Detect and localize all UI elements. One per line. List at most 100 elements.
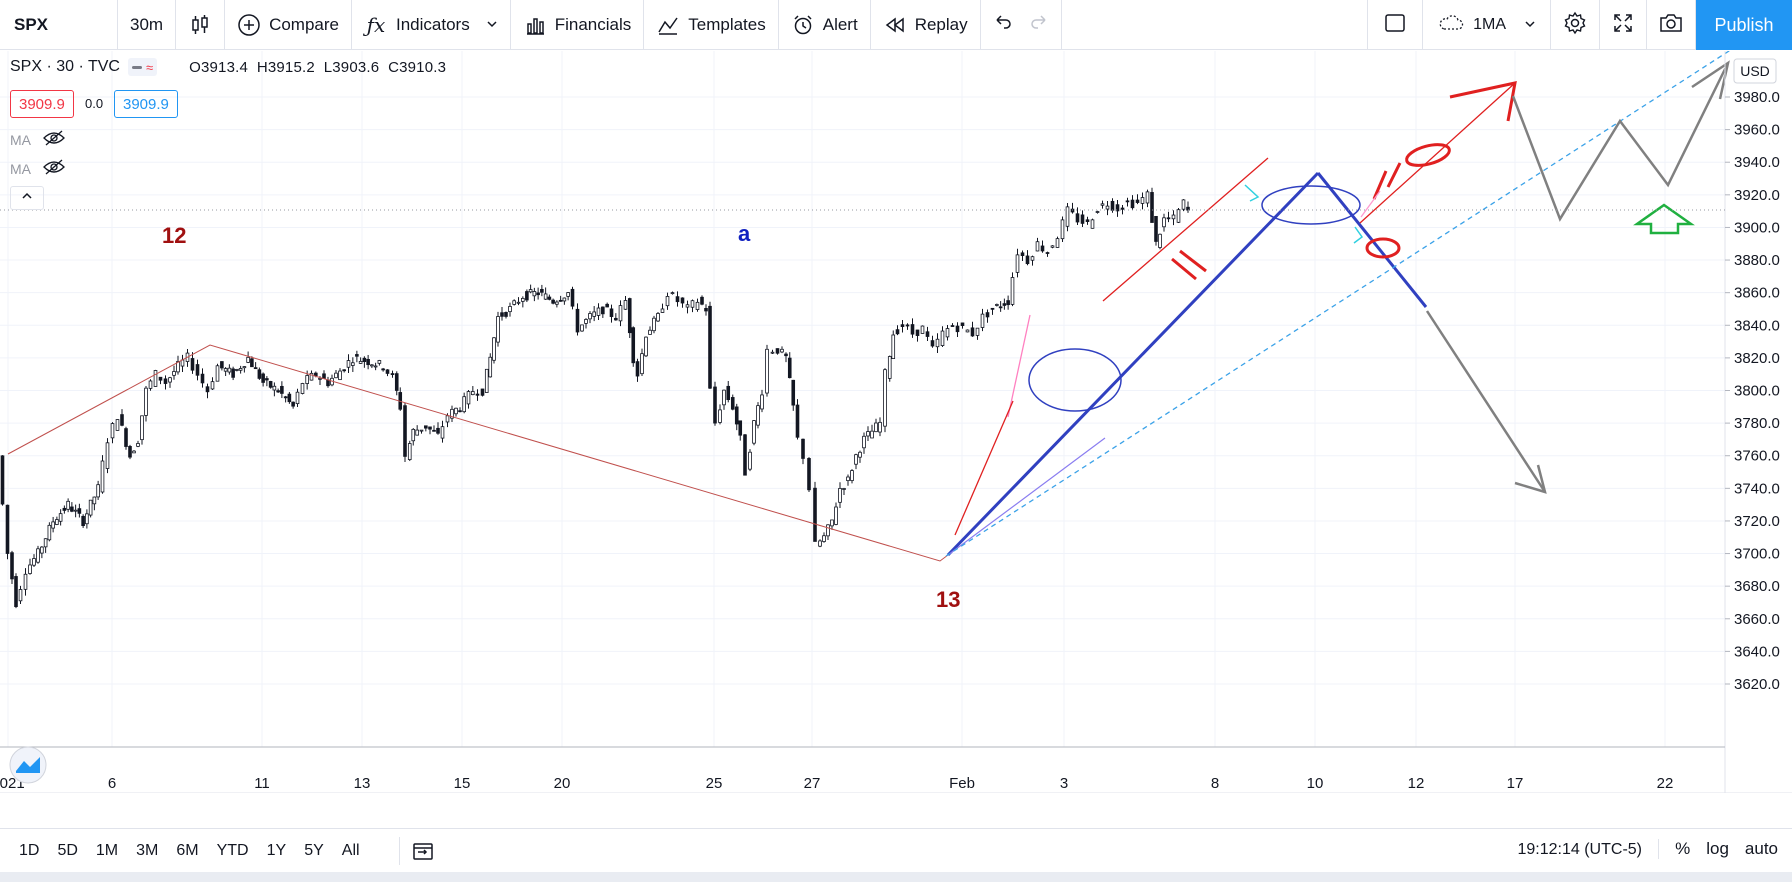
time-tick-label: 17 (1507, 775, 1524, 792)
candle-body (195, 364, 200, 376)
candle-body (695, 301, 700, 310)
candle-body (424, 425, 428, 429)
symbol-search-button[interactable]: SPX (0, 0, 118, 49)
ma-indicator-row[interactable]: MA (10, 130, 65, 149)
red-oval (1405, 143, 1451, 167)
currency-badge[interactable] (1733, 58, 1777, 84)
range-button-5y[interactable]: 5Y (304, 841, 324, 859)
candle-body (652, 317, 656, 332)
fullscreen-button[interactable] (1600, 0, 1647, 50)
plus-circle-icon (237, 13, 261, 37)
candle-body (450, 408, 454, 419)
ma-label: MA (10, 131, 31, 148)
red-up-line (1359, 82, 1516, 224)
candle-body (14, 576, 18, 608)
range-button-all[interactable]: All (341, 841, 360, 859)
time-axis[interactable]: 20216111315202527Feb3810121722 (0, 746, 1792, 793)
price-chart[interactable]: 12 a 13 3980.03960.03940.03920.03900.038… (0, 51, 1792, 793)
select-layout-button[interactable] (1367, 0, 1424, 50)
candle-body (314, 372, 318, 377)
layout-name-button[interactable]: 1MA (1423, 0, 1551, 50)
candle-body (752, 420, 756, 444)
snapshot-button[interactable] (1647, 0, 1696, 50)
candle-body (807, 458, 811, 491)
log-scale-toggle[interactable]: log (1706, 839, 1729, 858)
settings-button[interactable] (1551, 0, 1600, 50)
candle-body (708, 305, 712, 389)
eye-crossed-icon[interactable] (43, 130, 65, 149)
time-tick-label: 27 (804, 775, 821, 792)
alert-button[interactable]: Alert (779, 0, 871, 49)
candle-body (1162, 217, 1166, 228)
symbol-title[interactable]: SPX · 30 · TVC (10, 58, 120, 75)
candle-body (765, 348, 769, 394)
candle-body (40, 546, 44, 554)
red-hatch (1386, 162, 1402, 188)
candle-body (930, 340, 935, 347)
candle-body (985, 312, 990, 318)
redo-icon[interactable] (1029, 12, 1049, 37)
candle-body (358, 360, 363, 364)
publish-button[interactable]: Publish (1696, 0, 1792, 50)
bid-price[interactable]: 3909.9 (10, 90, 74, 118)
candle-body (644, 336, 648, 357)
wave-label-12: 12 (162, 223, 186, 248)
candle-body (1154, 215, 1158, 242)
templates-button[interactable]: Templates (644, 0, 779, 49)
candle-body (1110, 200, 1115, 211)
candle-body (300, 383, 305, 394)
timezone-clock[interactable]: 19:12:14 (UTC-5) (1517, 841, 1643, 858)
custom-range-icon[interactable] (398, 836, 434, 865)
cyan-mark (1244, 184, 1260, 202)
candle-body (551, 299, 555, 304)
candle-body (1176, 209, 1181, 223)
range-button-5d[interactable]: 5D (57, 841, 78, 859)
replay-button[interactable]: Replay (871, 0, 981, 49)
candle-body (887, 356, 892, 379)
candle-body (801, 438, 805, 459)
range-button-1y[interactable]: 1Y (266, 841, 287, 859)
candle-body (935, 338, 940, 348)
ma-indicator-row[interactable]: MA (10, 159, 65, 178)
candle-body (862, 435, 866, 449)
chart-type-button[interactable] (176, 0, 226, 49)
candle-body (858, 451, 862, 458)
percent-scale-toggle[interactable]: % (1658, 839, 1690, 859)
candle-body (813, 487, 817, 542)
candle-body (272, 385, 277, 391)
compare-button[interactable]: Compare (225, 0, 352, 49)
candle-body (558, 299, 563, 302)
gray-arrow-head (1691, 60, 1730, 100)
interval-button[interactable]: 30m (118, 0, 177, 49)
range-button-1m[interactable]: 1M (95, 841, 119, 859)
candle-body (784, 353, 788, 357)
candle-body (1065, 206, 1070, 227)
range-button-6m[interactable]: 6M (176, 841, 199, 859)
range-button-1d[interactable]: 1D (19, 841, 40, 859)
candle-body (854, 454, 858, 465)
undo-icon[interactable] (993, 12, 1013, 37)
candle-body (1030, 256, 1035, 261)
chevron-down-icon (486, 15, 498, 35)
legend-flags[interactable]: ≈ (127, 58, 158, 76)
top-toolbar: SPX 30m Compare ƒx Indicators Financials… (0, 0, 1792, 50)
candle-body (85, 513, 89, 525)
candle-body (547, 296, 552, 300)
candle-body (1171, 214, 1176, 220)
candle-body (334, 372, 338, 379)
range-button-ytd[interactable]: YTD (216, 841, 249, 859)
candle-body (834, 506, 838, 525)
price-axis[interactable]: 3980.0 3960.0 3940.0 3920.0 3900.0 3880.0 3860… (1724, 51, 1780, 793)
green-up-arrow (1633, 203, 1695, 235)
auto-scale-toggle[interactable]: auto (1744, 839, 1778, 858)
collapse-legend-button[interactable] (10, 186, 44, 210)
candle-body (0, 455, 5, 505)
eye-crossed-icon[interactable] (43, 159, 65, 178)
range-button-3m[interactable]: 3M (136, 841, 159, 859)
ask-price[interactable]: 3909.9 (114, 90, 178, 118)
candle-body (980, 313, 985, 328)
financials-button[interactable]: Financials (511, 0, 645, 49)
indicators-button[interactable]: ƒx Indicators (352, 0, 511, 49)
templates-icon (656, 13, 680, 37)
candle-body (163, 378, 168, 384)
